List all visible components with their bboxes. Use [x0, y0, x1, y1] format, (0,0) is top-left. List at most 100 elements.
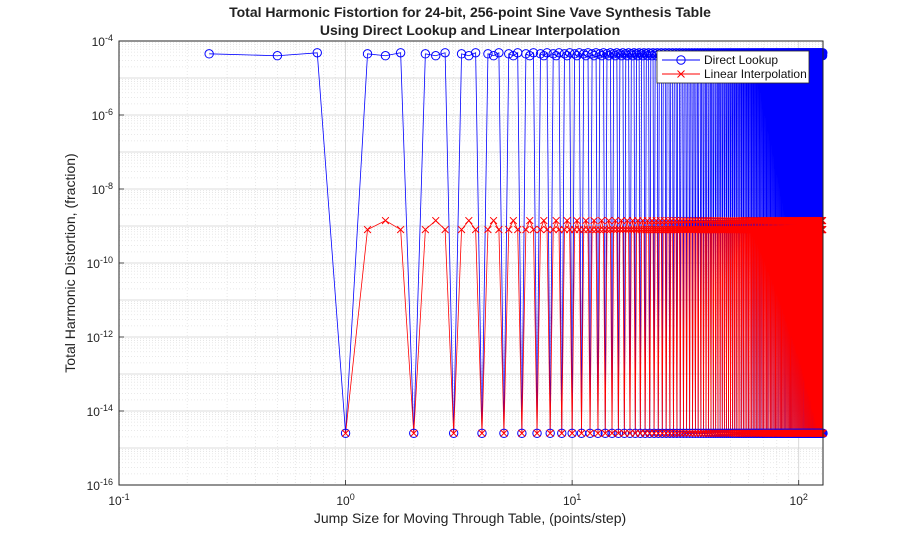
direct-lookup-point — [362, 49, 373, 59]
linear-interpolation-point — [449, 429, 458, 438]
linear-interpolation-point — [341, 429, 350, 438]
legend-marker-direct-lookup — [676, 55, 686, 65]
direct-lookup-point — [567, 428, 577, 438]
linear-interpolation-point — [664, 216, 672, 225]
direct-lookup-point — [572, 51, 582, 61]
direct-lookup-point — [440, 48, 450, 58]
linear-interpolation-point — [693, 216, 701, 225]
y-tick-label: 10-6 — [92, 107, 113, 123]
linear-interpolation-point — [431, 216, 440, 225]
direct-lookup-point — [477, 428, 487, 438]
linear-interpolation-point — [622, 225, 630, 234]
linear-interpolation-point — [594, 429, 602, 438]
linear-interpolation-point — [500, 429, 508, 438]
linear-interpolation-point — [555, 225, 563, 234]
direct-lookup-point — [456, 49, 467, 59]
linear-interpolation-point — [674, 216, 683, 225]
linear-interpolation-point — [410, 429, 418, 438]
linear-interpolation-point — [732, 429, 740, 438]
linear-interpolation-point — [540, 216, 548, 225]
linear-interpolation-point — [613, 225, 621, 234]
linear-interpolation-point — [608, 429, 616, 438]
linear-interpolation-point — [590, 216, 598, 225]
direct-lookup-point — [528, 48, 539, 58]
linear-interpolation-point — [694, 429, 702, 438]
linear-interpolation-point — [673, 429, 681, 438]
linear-interpolation-point — [363, 225, 372, 234]
plot-area — [118, 40, 828, 486]
direct-lookup-point — [470, 48, 481, 58]
linear-interpolation-point — [573, 216, 581, 225]
x-tick-label: 101 — [563, 492, 581, 508]
linear-interpolation-point — [489, 216, 498, 225]
linear-interpolation-point — [818, 429, 826, 438]
linear-interpolation-point — [731, 216, 740, 225]
linear-interpolation-point — [582, 216, 590, 225]
linear-interpolation-point — [592, 225, 600, 234]
linear-interpolation-point — [563, 216, 571, 225]
direct-lookup-point — [499, 428, 509, 438]
linear-interpolation-point — [513, 225, 522, 234]
linear-interpolation-point — [421, 225, 430, 234]
linear-interpolation-point — [504, 225, 513, 234]
x-axis-label: Jump Size for Moving Through Table, (poi… — [314, 510, 626, 526]
linear-interpolation-point — [728, 429, 737, 438]
x-axis-ticks: 10-1 100 101 102 — [108, 480, 808, 508]
direct-lookup-point — [613, 428, 624, 438]
linear-interpolation-point — [558, 429, 566, 438]
linear-interpolation-point — [818, 216, 826, 225]
linear-interpolation-point — [659, 225, 668, 234]
linear-interpolation-point — [599, 225, 608, 234]
linear-interpolation-point — [688, 429, 697, 438]
linear-interpolation-point — [666, 429, 674, 438]
linear-interpolation-point — [457, 225, 466, 234]
y-axis-ticks: 10-16 10-14 10-12 10-10 10-8 10-6 10-4 — [87, 33, 124, 493]
y-tick-label: 10-4 — [92, 33, 113, 49]
direct-lookup-point — [494, 48, 504, 58]
linear-interpolation-point — [495, 225, 503, 234]
direct-lookup-point — [380, 51, 391, 61]
direct-lookup-point — [532, 428, 542, 438]
linear-interpolation-point — [626, 429, 634, 438]
direct-lookup-point — [431, 51, 441, 61]
linear-interpolation-point — [381, 216, 390, 225]
linear-interpolation-point — [484, 225, 492, 234]
x-tick-label: 102 — [790, 492, 808, 508]
direct-lookup-point — [557, 428, 567, 438]
linear-interpolation-point — [619, 225, 627, 234]
linear-interpolation-point — [529, 225, 538, 234]
linear-interpolation-point — [549, 225, 557, 234]
linear-interpolation-point — [616, 225, 624, 234]
direct-lookup-point — [420, 49, 431, 59]
linear-interpolation-point — [676, 429, 684, 438]
linear-interpolation-point — [687, 216, 695, 225]
direct-lookup-point — [340, 428, 351, 438]
direct-lookup-point — [591, 48, 601, 58]
linear-interpolation-point — [606, 225, 615, 234]
linear-interpolation-point — [509, 216, 518, 225]
linear-interpolation-point — [525, 216, 534, 225]
direct-lookup-point — [701, 428, 711, 438]
direct-lookup-point — [675, 428, 685, 438]
direct-lookup-point — [604, 51, 614, 61]
y-tick-label: 10-8 — [92, 181, 113, 197]
linear-interpolation-point — [682, 429, 691, 438]
direct-lookup-point — [587, 49, 597, 59]
linear-interpolation-point — [620, 429, 629, 438]
linear-interpolation-point — [815, 216, 824, 225]
linear-interpolation-point — [667, 216, 676, 225]
direct-lookup-point — [448, 428, 459, 438]
x-tick-label: 100 — [336, 492, 354, 508]
direct-lookup-point — [483, 49, 493, 59]
linear-interpolation-point — [596, 225, 604, 234]
linear-interpolation-point — [816, 429, 824, 438]
linear-interpolation-point — [678, 216, 686, 225]
linear-interpolation-point — [546, 429, 554, 438]
y-tick-label: 10-10 — [87, 255, 113, 271]
direct-lookup-point — [517, 428, 527, 438]
direct-lookup-point — [559, 49, 570, 59]
direct-lookup-point — [598, 48, 609, 58]
y-tick-label: 10-16 — [87, 477, 113, 493]
linear-interpolation-point — [730, 429, 739, 438]
